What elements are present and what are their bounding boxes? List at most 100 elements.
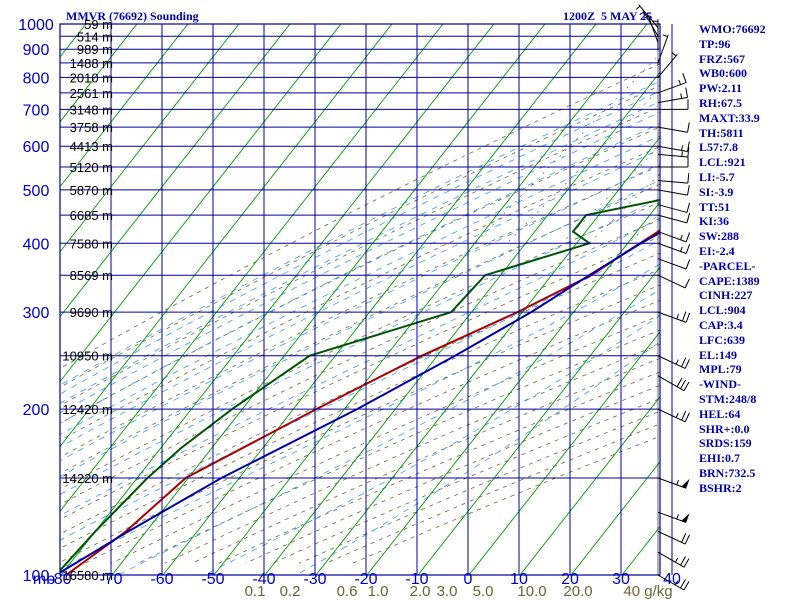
pressure-unit-label: mb <box>33 571 55 588</box>
chart-subtitle: 1200Z 5 MAY 25 <box>563 9 653 23</box>
wind-barb-full <box>687 185 690 196</box>
mixing-ratio-line <box>782 24 800 243</box>
wind-barb-staff <box>657 179 688 184</box>
height-label: 2561 m <box>70 86 113 101</box>
height-label: 5120 m <box>70 160 113 175</box>
index-line: CINH:227 <box>699 288 753 303</box>
wind-barb-full <box>680 579 686 589</box>
temperature-tick-label: 30 <box>612 571 630 588</box>
temperature-tick-label: -40 <box>252 571 275 588</box>
height-label: 1488 m <box>70 56 113 71</box>
wind-barb-full <box>686 213 691 223</box>
height-label: 4413 m <box>70 139 113 154</box>
wind-barb <box>657 122 690 133</box>
moist-adiabat <box>60 100 660 404</box>
wind-barb-flag <box>681 513 690 523</box>
wind-barb <box>657 511 690 523</box>
isotherm <box>60 24 189 188</box>
wind-barb-staff <box>657 258 687 270</box>
height-label: 514 m <box>77 29 113 44</box>
height-label: 7580 m <box>70 236 113 251</box>
height-label: 14220 m <box>62 471 113 486</box>
wind-barb-half <box>678 79 682 85</box>
dry-adiabat <box>60 85 660 388</box>
dry-adiabat <box>60 126 660 424</box>
height-label: 10950 m <box>62 349 113 364</box>
wind-barb-full <box>686 202 691 213</box>
wind-barb-full <box>687 122 690 133</box>
pressure-tick-label: 900 <box>23 42 50 59</box>
wind-barb <box>657 141 690 152</box>
mixing-ratio-label: 20.0 <box>563 583 592 600</box>
height-label: 6685 m <box>70 208 113 223</box>
wind-barb <box>657 408 690 423</box>
isotherm <box>60 24 291 318</box>
dry-adiabat <box>60 146 660 441</box>
index-line: LFC:639 <box>699 332 745 347</box>
height-label: 5870 m <box>70 183 113 198</box>
isotherm <box>162 24 597 575</box>
dry-adiabat <box>60 106 660 407</box>
moist-adiabat <box>60 123 660 424</box>
isotherm <box>60 24 342 383</box>
wind-barb-full <box>685 259 691 270</box>
mixing-ratio-line <box>506 88 660 244</box>
parcel-profile <box>60 231 660 574</box>
mixing-ratio-label: 0.1 <box>245 583 266 600</box>
wind-barb <box>657 355 690 369</box>
isotherm <box>468 331 660 575</box>
mixing-ratio-line <box>474 53 660 244</box>
isotherm <box>264 71 660 575</box>
pressure-tick-label: 800 <box>23 70 50 87</box>
isotherm <box>111 24 546 575</box>
moist-adiabat <box>60 111 660 414</box>
moist-adiabat <box>60 217 660 516</box>
wind-barb <box>657 375 690 392</box>
wind-barb-staff <box>657 96 688 104</box>
temperature-tick-label: 20 <box>561 571 579 588</box>
wind-barb-full <box>683 381 690 391</box>
wind-barb <box>657 173 690 184</box>
index-line: HEL:64 <box>699 406 741 421</box>
temperature-tick-label: -20 <box>354 571 377 588</box>
temperature-tick-label: -10 <box>405 571 428 588</box>
index-line: FRZ:567 <box>699 51 745 66</box>
wind-barb <box>657 87 689 104</box>
moist-adiabat <box>60 197 660 496</box>
dry-adiabat <box>84 299 660 564</box>
wind-barb-staff <box>657 242 687 254</box>
wind-barb-full <box>681 533 687 543</box>
height-label: 2010 m <box>70 70 113 85</box>
index-line: CAP:3.4 <box>699 317 743 332</box>
wind-barb-half <box>675 412 679 418</box>
wind-barb <box>658 157 689 168</box>
dry-adiabat <box>60 284 660 563</box>
temperature-tick-label: -80 <box>48 571 71 588</box>
wind-barb-staff <box>657 204 688 213</box>
wind-barb-half <box>671 52 677 57</box>
index-line: CAPE:1389 <box>699 273 760 288</box>
dry-adiabat <box>60 165 660 458</box>
moist-adiabat <box>203 315 660 575</box>
index-line: EHI:0.7 <box>699 451 741 466</box>
wind-barb-half <box>681 145 683 151</box>
pressure-tick-label: 200 <box>23 402 50 419</box>
index-line: EL:149 <box>699 347 738 362</box>
wind-barb-staff <box>657 145 688 152</box>
isotherm <box>519 396 660 575</box>
wind-barb-full <box>681 311 687 322</box>
isotherm <box>366 201 660 575</box>
index-line: TP:96 <box>699 36 731 51</box>
moist-adiabat <box>60 90 660 395</box>
moist-adiabat <box>60 239 660 541</box>
dry-adiabat <box>60 219 660 505</box>
index-line: RH:67.5 <box>699 95 742 110</box>
mixing-ratio-label: 2.0 <box>410 583 431 600</box>
wind-barb-half <box>680 234 683 240</box>
wind-barb-staff <box>647 14 659 43</box>
wind-barb-full <box>680 379 686 389</box>
index-line: PW:2.11 <box>699 81 743 96</box>
pressure-tick-label: 600 <box>23 139 50 156</box>
wind-barb <box>657 551 690 568</box>
wind-barb <box>657 213 691 224</box>
